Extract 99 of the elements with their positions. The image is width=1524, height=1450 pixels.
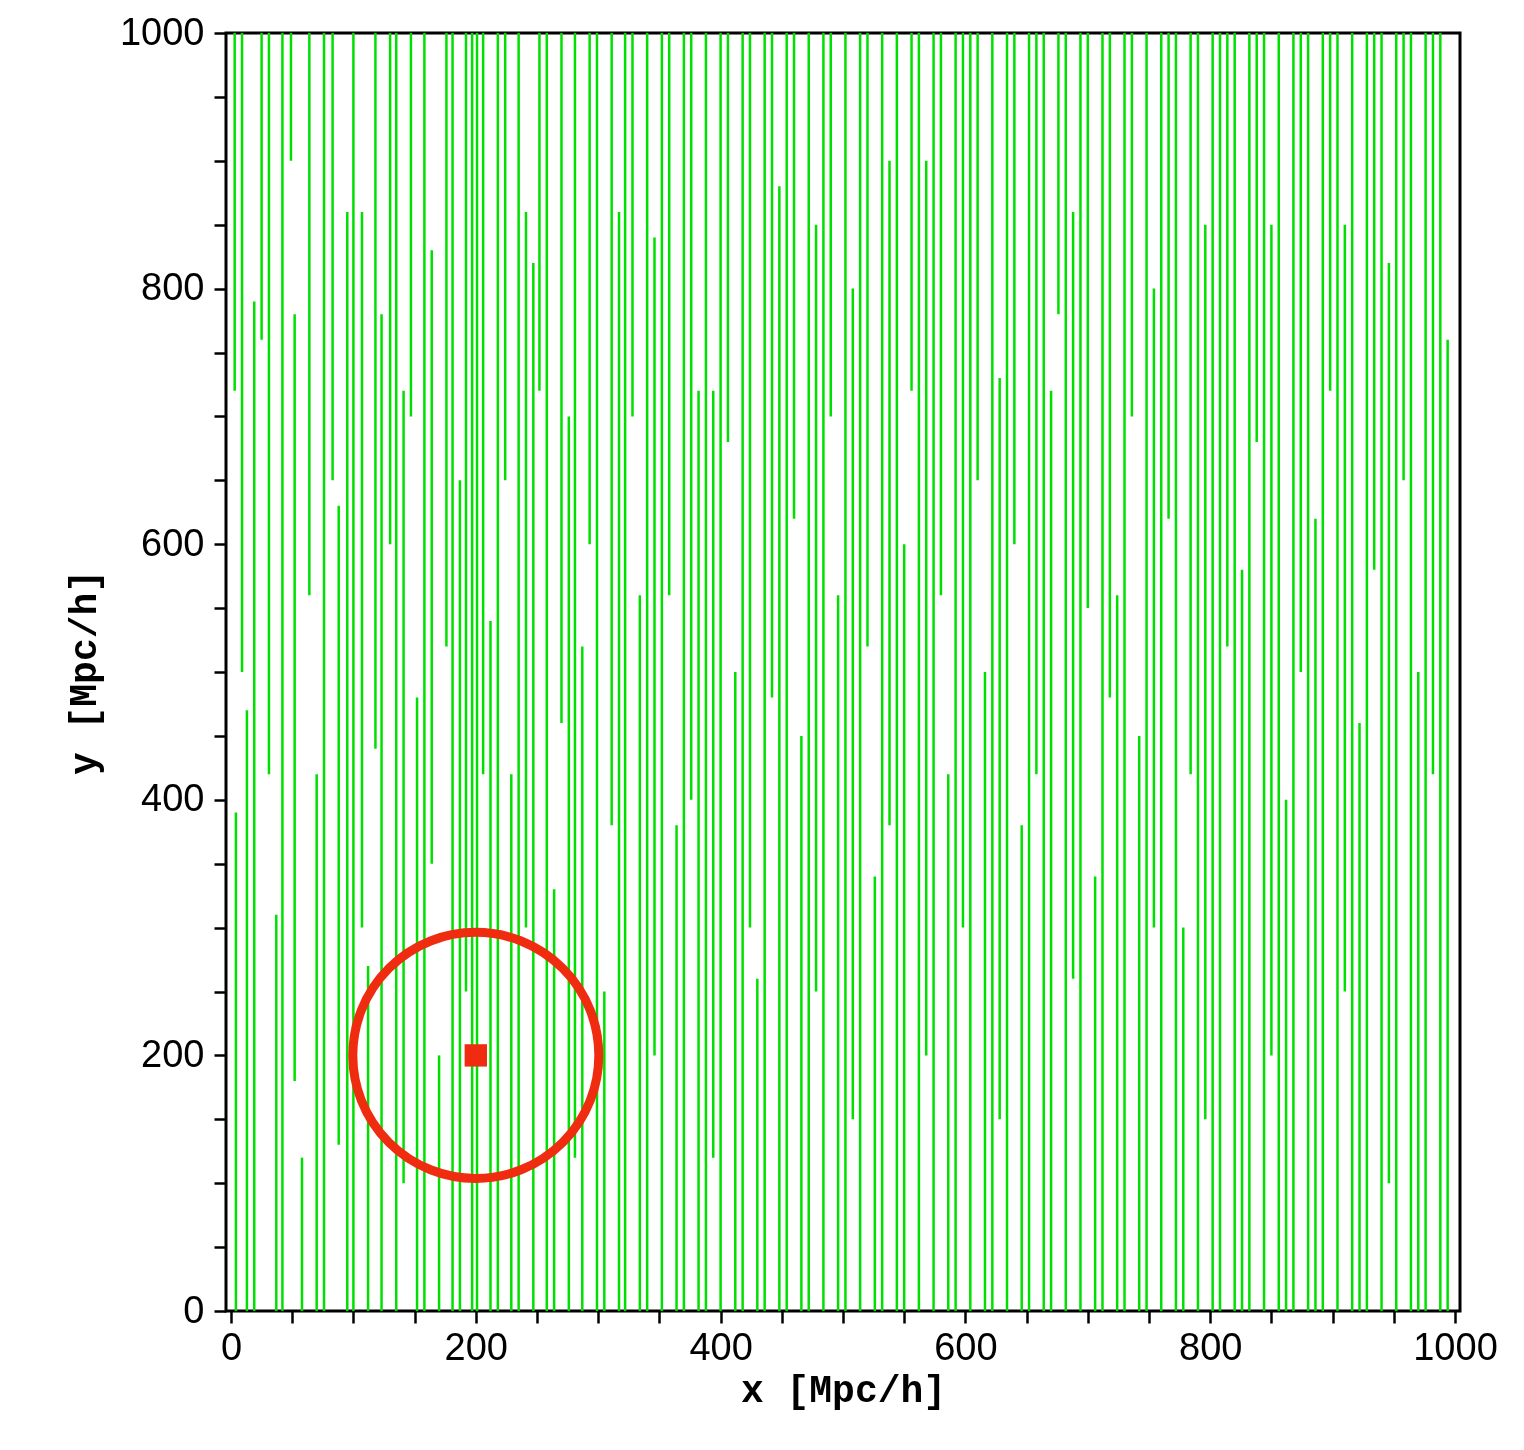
bar — [1042, 33, 1045, 1311]
bar — [1446, 339, 1449, 1311]
x-tick-label: 400 — [689, 1325, 753, 1368]
bar — [517, 33, 520, 1311]
bar — [1020, 825, 1023, 1311]
bar — [653, 237, 656, 1056]
bar — [1292, 33, 1295, 1311]
bar — [233, 33, 236, 391]
bar — [932, 33, 935, 1311]
bar — [1358, 723, 1361, 1311]
bar — [1248, 33, 1251, 1311]
x-tick-label: 0 — [220, 1325, 243, 1368]
bar — [1035, 33, 1038, 775]
bar — [510, 774, 513, 1311]
bar — [741, 33, 744, 1311]
bar — [1417, 672, 1420, 1311]
bar — [631, 33, 634, 417]
x-tick-label: 600 — [934, 1325, 998, 1368]
bar — [1439, 33, 1442, 1311]
bar — [1145, 33, 1148, 1311]
bar — [785, 33, 788, 1311]
bar — [1424, 33, 1427, 1311]
bar — [1270, 224, 1273, 1056]
y-tick-label: 1000 — [119, 10, 205, 53]
bar — [337, 505, 340, 1145]
bar — [423, 33, 426, 1311]
x-axis-title: x [Mpc/h] — [740, 1369, 947, 1413]
bar — [1057, 33, 1060, 315]
y-tick-label: 600 — [141, 521, 205, 564]
bar — [734, 672, 737, 1311]
bar — [1226, 33, 1229, 647]
bar — [947, 774, 950, 1311]
bar — [800, 735, 803, 1311]
bar — [402, 390, 405, 1184]
bar — [1380, 33, 1383, 1311]
bar — [1402, 33, 1405, 481]
bar — [489, 620, 492, 1311]
bar — [308, 33, 311, 596]
bar — [538, 33, 541, 391]
bar — [1204, 224, 1207, 1120]
bar — [331, 33, 334, 481]
bar — [352, 33, 355, 1311]
bar — [1101, 33, 1104, 1311]
bar — [532, 263, 535, 1311]
bar — [697, 390, 700, 1311]
bar — [844, 33, 847, 1311]
bar — [560, 33, 563, 724]
bar — [253, 301, 256, 1311]
bar — [969, 33, 972, 1311]
bar — [1189, 33, 1192, 775]
bar — [910, 33, 913, 391]
bar — [719, 33, 722, 1311]
bar — [281, 33, 284, 1311]
bar — [445, 33, 448, 647]
bar — [275, 914, 278, 1311]
bar — [778, 186, 781, 1311]
bar — [1277, 33, 1280, 1311]
y-axis-title: y [Mpc/h] — [63, 569, 107, 776]
bar — [293, 314, 296, 1081]
bar — [756, 978, 759, 1311]
bar — [1336, 33, 1339, 1311]
bar — [610, 33, 613, 826]
bar — [260, 33, 263, 340]
bar — [1167, 33, 1170, 519]
y-tick-label: 0 — [183, 1288, 205, 1331]
x-tick-label: 1000 — [1413, 1325, 1498, 1368]
bar — [581, 646, 584, 1311]
bar — [675, 825, 678, 1311]
bar — [1123, 33, 1126, 1311]
bar — [315, 774, 318, 1311]
bar — [1211, 33, 1214, 1311]
bar — [1255, 33, 1258, 442]
x-tick-label: 800 — [1179, 1325, 1243, 1368]
bar — [822, 33, 825, 1311]
bar — [888, 160, 891, 826]
bar — [991, 33, 994, 1311]
bar — [374, 33, 377, 749]
bar — [763, 33, 766, 1311]
bar — [603, 991, 606, 1311]
bar — [1182, 927, 1185, 1311]
y-tick-label: 800 — [141, 266, 205, 309]
bar — [1013, 33, 1016, 545]
bar — [954, 33, 957, 1311]
bar — [807, 33, 810, 1311]
bar — [866, 33, 869, 647]
bar — [430, 250, 433, 864]
x-tick-label: 200 — [444, 1325, 508, 1368]
bar — [1079, 33, 1082, 1311]
bar — [451, 33, 454, 1311]
bar — [588, 33, 591, 545]
bar — [1314, 518, 1317, 1311]
bar — [346, 211, 349, 1311]
bar — [712, 390, 715, 1158]
y-tick-label: 400 — [141, 777, 205, 820]
bar — [976, 33, 979, 481]
bar — [380, 314, 383, 1311]
y-tick-label: 200 — [141, 1032, 205, 1075]
bar — [1233, 33, 1236, 1311]
bar — [998, 378, 1001, 1120]
